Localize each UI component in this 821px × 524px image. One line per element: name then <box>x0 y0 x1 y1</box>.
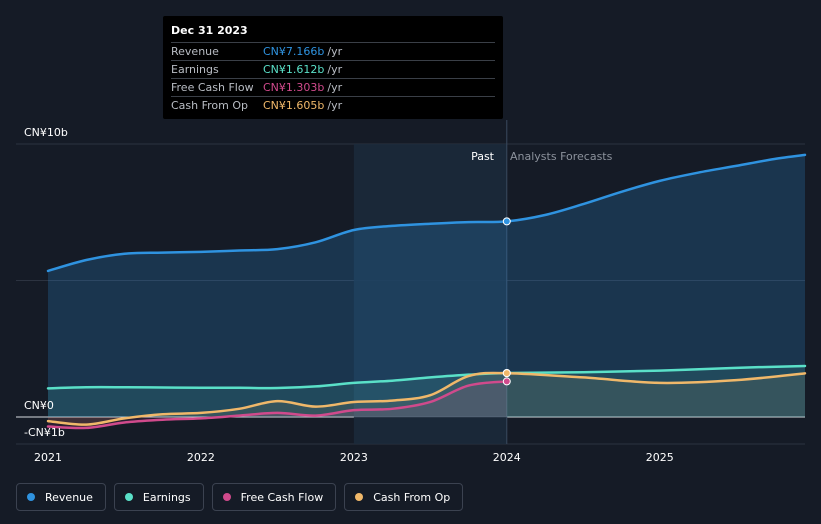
tooltip-row-name: Cash From Op <box>171 99 249 112</box>
tooltip-row-name: Free Cash Flow <box>171 81 254 94</box>
tooltip-row-unit: /yr <box>327 45 343 58</box>
legend-item-earnings[interactable]: Earnings <box>113 483 204 511</box>
legend-label: Earnings <box>142 490 191 504</box>
tooltip-row-value: CN¥1.303b <box>263 81 325 94</box>
tooltip-row-cash-from-op: Cash From Op CN¥1.605b /yr <box>171 97 495 114</box>
past-label: Past <box>471 150 495 163</box>
legend-dot <box>124 493 133 501</box>
tooltip-row-name: Revenue <box>171 45 219 58</box>
legend-item-revenue[interactable]: Revenue <box>16 483 106 511</box>
cash-from-op-marker <box>502 369 511 378</box>
legend-item-cash-from-op[interactable]: Cash From Op <box>344 483 464 511</box>
legend-dot <box>222 493 231 501</box>
x-tick-label: 2024 <box>493 451 521 464</box>
tooltip-row-value: CN¥7.166b <box>263 45 325 58</box>
earnings-area <box>48 365 805 417</box>
free-cash-flow-area <box>48 381 507 429</box>
tooltip-date: Dec 31 2023 <box>171 24 495 43</box>
x-tick-label: 2025 <box>646 451 674 464</box>
tooltip-row-unit: /yr <box>327 81 343 94</box>
legend-label: Cash From Op <box>373 490 451 504</box>
tooltip-row-name: Earnings <box>171 63 219 76</box>
tooltip-row-free-cash-flow: Free Cash Flow CN¥1.303b /yr <box>171 79 495 97</box>
free-cash-flow-line <box>46 380 509 430</box>
y-label-top: CN¥10b <box>24 126 68 139</box>
earnings-line <box>46 364 807 390</box>
tooltip-rows: Revenue CN¥7.166b /yr Earnings CN¥1.612b… <box>171 43 495 114</box>
legend-dot <box>355 493 364 501</box>
tooltip-markers <box>502 217 511 386</box>
series-lines <box>46 153 807 430</box>
earnings-revenue-chart: CN¥10b CN¥0 -CN¥1b Past Analysts Forecas… <box>16 120 807 464</box>
x-tick-label: 2023 <box>340 451 368 464</box>
tooltip-row-value: CN¥1.612b <box>263 63 325 76</box>
y-label-zero: CN¥0 <box>24 399 54 412</box>
cash-from-op-line <box>46 371 807 426</box>
x-tick-label: 2021 <box>34 451 62 464</box>
forecast-label: Analysts Forecasts <box>510 150 613 163</box>
revenue-line <box>46 153 807 273</box>
tooltip-row-revenue: Revenue CN¥7.166b /yr <box>171 43 495 61</box>
tooltip-row-value: CN¥1.605b <box>263 99 325 112</box>
free-cash-flow-marker <box>502 377 511 386</box>
x-axis-ticks: 2021 2022 2023 2024 2025 <box>34 451 674 464</box>
x-tick-label: 2022 <box>187 451 215 464</box>
legend-label: Free Cash Flow <box>240 490 324 504</box>
tooltip-row-unit: /yr <box>327 63 343 76</box>
revenue-marker <box>502 217 511 226</box>
chart-legend: Revenue Earnings Free Cash Flow Cash Fro… <box>16 483 464 511</box>
data-tooltip: Dec 31 2023 Revenue CN¥7.166b /yr Earnin… <box>163 16 503 119</box>
series-areas <box>48 154 805 429</box>
legend-label: Revenue <box>45 490 93 504</box>
legend-dot <box>27 493 35 501</box>
y-label-negative: -CN¥1b <box>24 426 65 439</box>
revenue-area <box>48 154 805 418</box>
tooltip-row-unit: /yr <box>327 99 343 112</box>
axis-labels: CN¥10b CN¥0 -CN¥1b Past Analysts Forecas… <box>24 126 613 439</box>
cash-from-op-area <box>48 373 805 425</box>
tooltip-row-earnings: Earnings CN¥1.612b /yr <box>171 61 495 79</box>
legend-item-free-cash-flow[interactable]: Free Cash Flow <box>211 483 337 511</box>
